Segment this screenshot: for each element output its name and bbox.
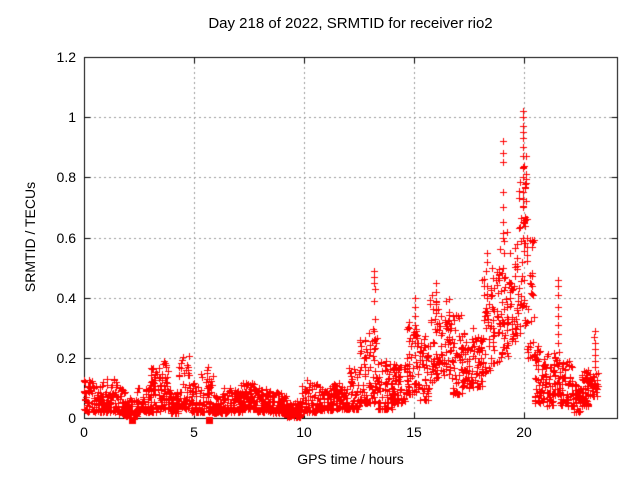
x-tick-label: 10 xyxy=(296,424,312,440)
y-tick-label: 0.2 xyxy=(56,350,76,366)
y-tick-label: 0.8 xyxy=(56,169,76,185)
x-tick-label: 20 xyxy=(516,424,532,440)
y-tick-label: 1.2 xyxy=(56,49,76,65)
chart-title: Day 218 of 2022, SRMTID for receiver rio… xyxy=(208,15,493,32)
y-tick-label: 0 xyxy=(68,410,76,426)
x-tick-label: 15 xyxy=(406,424,422,440)
y-tick-label: 1 xyxy=(68,109,76,125)
x-axis-label: GPS time / hours xyxy=(297,451,404,467)
y-tick-label: 0.6 xyxy=(56,230,76,246)
y-tick-label: 0.4 xyxy=(56,290,76,306)
x-tick-label: 5 xyxy=(190,424,198,440)
x-tick-label: 0 xyxy=(80,424,88,440)
